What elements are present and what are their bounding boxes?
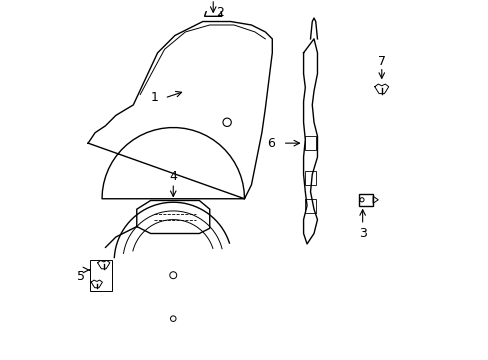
Text: 7: 7 [377, 55, 385, 68]
Text: 1: 1 [150, 91, 158, 104]
Text: 4: 4 [169, 170, 177, 183]
Text: 2: 2 [216, 6, 224, 19]
Text: 6: 6 [266, 137, 274, 150]
Text: 5: 5 [77, 270, 85, 283]
Text: 3: 3 [358, 227, 366, 240]
